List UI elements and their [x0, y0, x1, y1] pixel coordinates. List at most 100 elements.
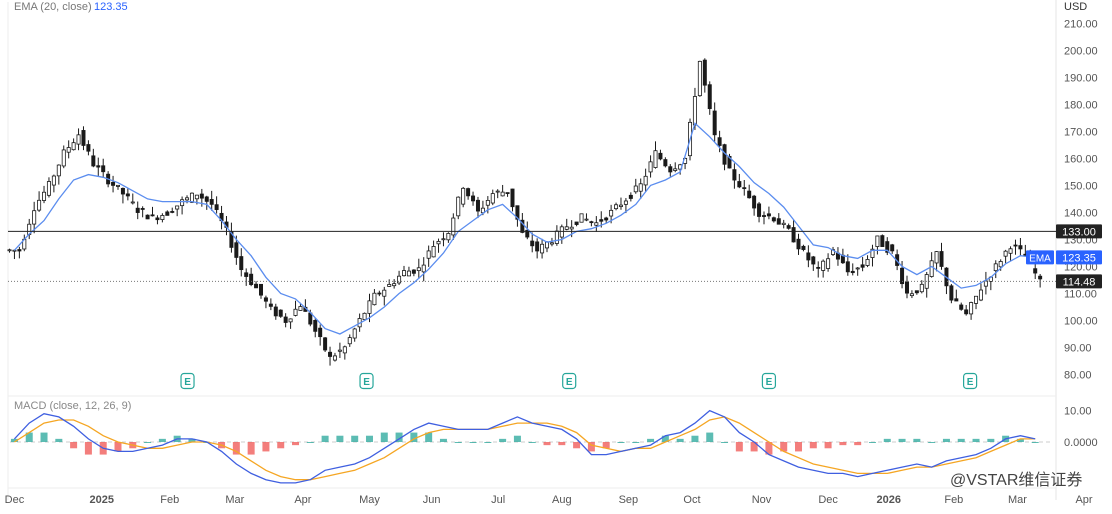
candle-body [7, 249, 12, 252]
time-tick-label: Mar [225, 494, 244, 506]
candle-body [865, 259, 870, 266]
candle-body [742, 187, 747, 190]
macd-tick-label: 10.00 [1064, 406, 1092, 418]
earnings-marker[interactable]: E [963, 372, 978, 390]
ema-line [13, 122, 1036, 335]
macd-histogram-bar [721, 442, 729, 443]
earnings-marker[interactable]: E [180, 372, 195, 390]
macd-tick-label: 0.0000 [1064, 437, 1098, 449]
candle-body [101, 165, 106, 173]
candlestick-series [7, 58, 1043, 366]
macd-histogram-bar [898, 438, 906, 442]
candle-body [614, 204, 619, 210]
earnings-marker-label: E [766, 377, 773, 388]
watermark-text: @VSTAR维信证券 [950, 471, 1082, 489]
candle-body [135, 207, 140, 213]
candle-body [771, 217, 776, 222]
candle-body [845, 261, 850, 273]
ema-name-tag: EMA [1029, 253, 1051, 264]
candle-body [96, 165, 101, 168]
candle-body [283, 316, 288, 323]
earnings-marker[interactable]: E [761, 372, 777, 390]
candle-body [964, 309, 969, 315]
candle-body [737, 181, 742, 188]
time-tick-label: Feb [160, 494, 179, 506]
macd-histogram-bar [114, 442, 122, 452]
macd-histogram-bar [454, 442, 462, 443]
candle-body [959, 304, 964, 310]
candle-body [293, 308, 298, 316]
macd-histogram-bar [809, 442, 817, 449]
candle-body [406, 270, 411, 277]
candle-body [347, 337, 352, 345]
candle-body [180, 199, 185, 207]
candle-body [929, 260, 934, 277]
candle-body [268, 303, 273, 307]
candle-body [757, 203, 762, 217]
macd-histogram-bar [795, 442, 803, 452]
ema-value-tag-bg [1056, 250, 1102, 265]
candle-body [209, 199, 214, 205]
candle-body [165, 211, 170, 216]
candle-body [717, 137, 722, 146]
macd-histogram-bar [957, 438, 965, 442]
candle-body [362, 312, 367, 320]
time-tick-label: Sep [619, 494, 639, 506]
candle-body [525, 229, 530, 238]
candle-body [298, 306, 303, 311]
candle-body [559, 226, 564, 238]
earnings-marker-label: E [566, 377, 573, 388]
candle-body [1018, 245, 1023, 250]
candle-body [983, 280, 988, 287]
price-tick-label: 170.00 [1064, 126, 1098, 138]
macd-histogram-bar [351, 435, 359, 442]
candle-body [692, 96, 697, 126]
earnings-marker-label: E [184, 377, 191, 388]
earnings-marker[interactable]: E [359, 372, 374, 390]
candle-body [249, 273, 254, 285]
macd-histogram-bar [735, 442, 743, 452]
candle-body [855, 267, 860, 270]
candle-body [263, 297, 268, 302]
macd-histogram-bar [247, 442, 255, 455]
candle-body [111, 181, 116, 186]
candle-body [189, 192, 194, 203]
macd-histogram-bar [839, 442, 847, 446]
candle-body [569, 226, 574, 230]
earnings-marker[interactable]: E [562, 372, 577, 390]
candle-body [328, 351, 333, 357]
candle-body [663, 159, 668, 167]
macd-histogram-bar [528, 442, 536, 443]
candle-body [594, 222, 599, 226]
candle-body [160, 215, 165, 220]
macd-histogram-bar [380, 432, 388, 442]
price-tick-label: 210.00 [1064, 18, 1098, 30]
candle-body [781, 222, 786, 225]
candle-body [648, 161, 653, 173]
candle-body [727, 155, 732, 169]
candle-body [71, 142, 76, 151]
candle-body [91, 155, 96, 167]
candle-body [974, 295, 979, 304]
candle-body [949, 285, 954, 301]
candle-body [397, 275, 402, 284]
candle-body [668, 166, 673, 173]
candle-body [712, 110, 717, 136]
horizontal-lines [8, 230, 1056, 282]
candle-body [628, 194, 633, 199]
price-tick-label: 200.00 [1064, 45, 1098, 57]
candle-body [761, 215, 766, 217]
ema-legend-label: EMA (20, close) [14, 1, 92, 13]
macd-histogram-bar [484, 442, 492, 443]
macd-histogram-bar [750, 442, 758, 452]
macd-histogram-bar [987, 438, 995, 442]
ema-legend-value: 123.35 [94, 1, 128, 13]
candle-body [456, 196, 461, 217]
candle-body [1008, 248, 1013, 254]
candle-body [1013, 244, 1018, 247]
macd-histogram-bar [439, 438, 447, 442]
candle-body [377, 292, 382, 295]
macd-histogram-bar [617, 442, 625, 443]
candle-body [185, 197, 190, 201]
